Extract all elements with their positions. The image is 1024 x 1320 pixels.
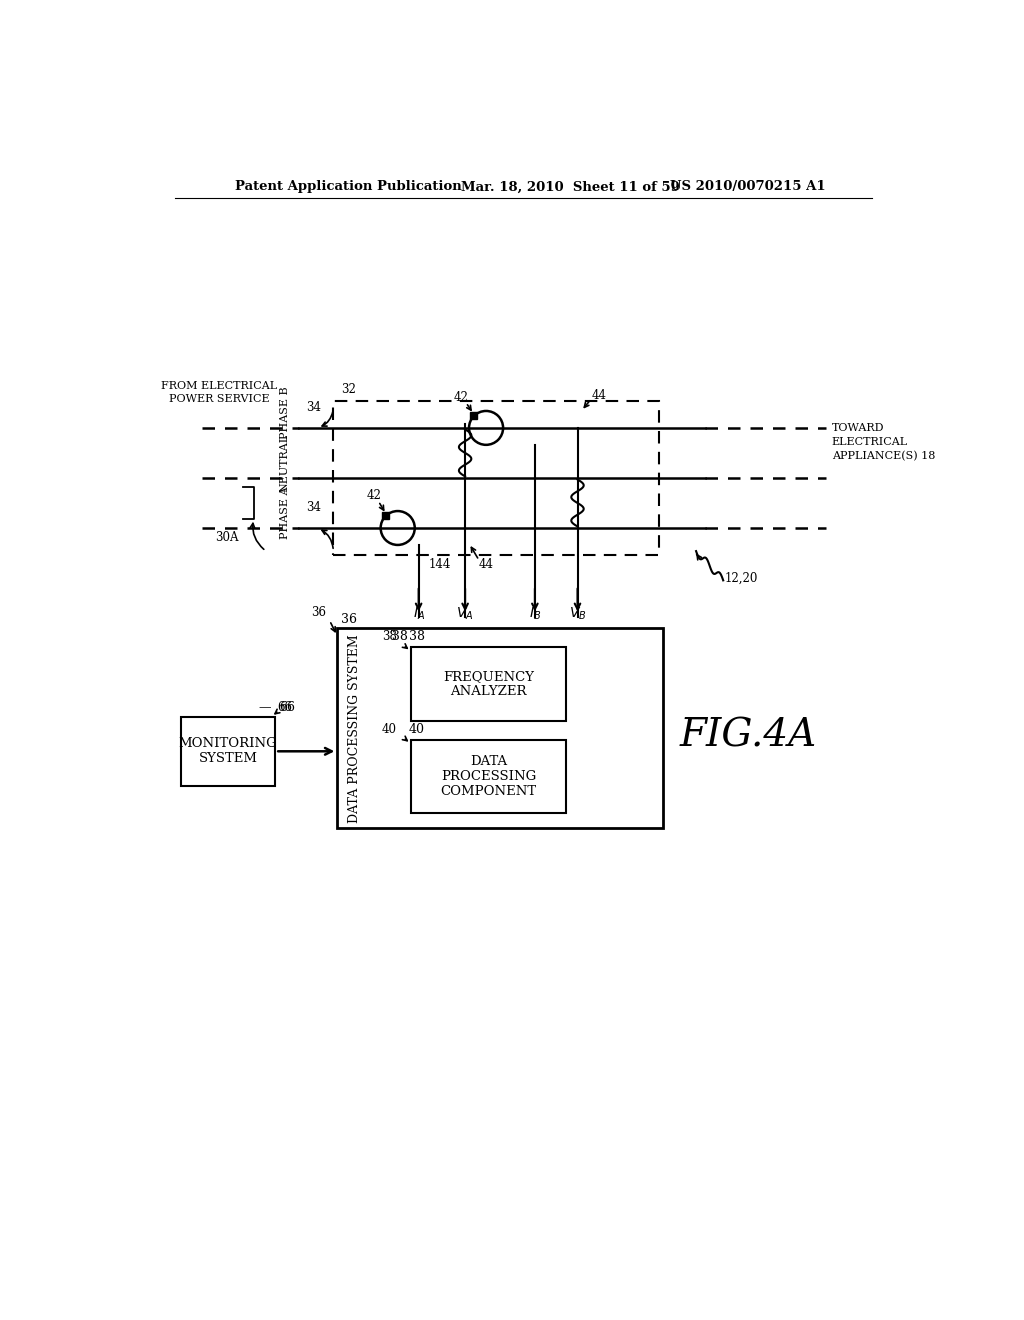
Text: 38: 38 xyxy=(382,631,397,644)
Text: US 2010/0070215 A1: US 2010/0070215 A1 xyxy=(671,181,826,194)
Text: 34: 34 xyxy=(306,401,322,414)
Bar xyxy=(470,412,477,418)
Text: FROM ELECTRICAL: FROM ELECTRICAL xyxy=(162,380,278,391)
Text: FIG.4A: FIG.4A xyxy=(679,717,816,755)
Text: 34: 34 xyxy=(306,502,322,515)
Text: 44: 44 xyxy=(592,389,606,403)
Bar xyxy=(337,628,663,829)
Text: 42: 42 xyxy=(454,391,469,404)
Bar xyxy=(411,647,566,721)
Text: DATA
PROCESSING
COMPONENT: DATA PROCESSING COMPONENT xyxy=(440,755,537,797)
Text: $I_A$: $I_A$ xyxy=(413,606,425,622)
Text: 36: 36 xyxy=(310,606,326,619)
Text: 40: 40 xyxy=(382,723,397,737)
Text: TOWARD: TOWARD xyxy=(831,422,884,433)
Text: 44: 44 xyxy=(479,558,494,572)
Text: 32: 32 xyxy=(341,383,356,396)
Bar xyxy=(382,512,389,519)
Text: 66: 66 xyxy=(278,701,293,714)
Text: 36: 36 xyxy=(341,612,357,626)
Text: FREQUENCY
ANALYZER: FREQUENCY ANALYZER xyxy=(442,671,534,698)
Text: 40: 40 xyxy=(409,723,425,737)
Text: 144: 144 xyxy=(429,558,452,572)
Text: 30A: 30A xyxy=(215,531,239,544)
Text: ′38: ′38 xyxy=(390,631,409,644)
Text: $V_A$: $V_A$ xyxy=(457,606,474,622)
Bar xyxy=(334,401,658,554)
Bar xyxy=(180,717,275,785)
Text: —: — xyxy=(259,701,271,714)
Text: $I_B$: $I_B$ xyxy=(528,606,541,622)
Text: PHASE B: PHASE B xyxy=(280,387,290,438)
Text: 66: 66 xyxy=(280,701,295,714)
Text: NEUTRAL: NEUTRAL xyxy=(280,433,290,491)
Text: DATA PROCESSING SYSTEM: DATA PROCESSING SYSTEM xyxy=(348,634,360,822)
Bar xyxy=(411,739,566,813)
Text: POWER SERVICE: POWER SERVICE xyxy=(169,393,269,404)
Text: APPLIANCE(S) 18: APPLIANCE(S) 18 xyxy=(831,450,935,461)
Text: 38: 38 xyxy=(409,631,425,644)
Text: 12,20: 12,20 xyxy=(725,572,758,585)
Text: Mar. 18, 2010  Sheet 11 of 59: Mar. 18, 2010 Sheet 11 of 59 xyxy=(461,181,680,194)
Text: MONITORING
SYSTEM: MONITORING SYSTEM xyxy=(178,738,278,766)
Text: 42: 42 xyxy=(367,490,382,502)
Text: $V_B$: $V_B$ xyxy=(568,606,587,622)
Text: PHASE A: PHASE A xyxy=(280,486,290,539)
Text: ELECTRICAL: ELECTRICAL xyxy=(831,437,908,446)
Text: Patent Application Publication: Patent Application Publication xyxy=(234,181,462,194)
